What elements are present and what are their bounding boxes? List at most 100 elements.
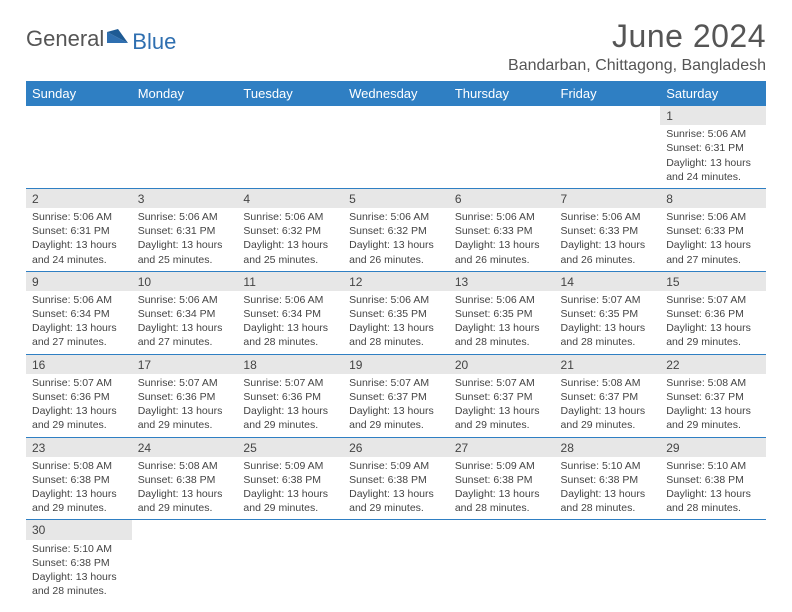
flag-icon [106,26,132,51]
calendar-cell [237,106,343,188]
sunrise-line: Sunrise: 5:07 AM [349,376,443,390]
calendar-cell [26,106,132,188]
daylight-line-1: Daylight: 13 hours [561,404,655,418]
daylight-line-2: and 29 minutes. [32,418,126,432]
daylight-line-1: Daylight: 13 hours [32,238,126,252]
calendar-cell: 1Sunrise: 5:06 AMSunset: 6:31 PMDaylight… [660,106,766,188]
sunset-line: Sunset: 6:38 PM [349,473,443,487]
sunrise-line: Sunrise: 5:06 AM [561,210,655,224]
day-body: Sunrise: 5:07 AMSunset: 6:36 PMDaylight:… [132,374,238,437]
daylight-line-2: and 28 minutes. [243,335,337,349]
day-body: Sunrise: 5:06 AMSunset: 6:31 PMDaylight:… [26,208,132,271]
sunrise-line: Sunrise: 5:10 AM [561,459,655,473]
day-number: 25 [237,438,343,457]
calendar-cell: 8Sunrise: 5:06 AMSunset: 6:33 PMDaylight… [660,188,766,271]
daylight-line-1: Daylight: 13 hours [138,321,232,335]
header: General Blue June 2024 Bandarban, Chitta… [26,18,766,75]
daylight-line-2: and 26 minutes. [561,253,655,267]
day-number: 5 [343,189,449,208]
daylight-line-2: and 28 minutes. [32,584,126,598]
calendar-cell: 21Sunrise: 5:08 AMSunset: 6:37 PMDayligh… [555,354,661,437]
daylight-line-1: Daylight: 13 hours [349,321,443,335]
day-body: Sunrise: 5:07 AMSunset: 6:36 PMDaylight:… [660,291,766,354]
calendar-cell: 19Sunrise: 5:07 AMSunset: 6:37 PMDayligh… [343,354,449,437]
sunset-line: Sunset: 6:38 PM [455,473,549,487]
calendar-cell: 29Sunrise: 5:10 AMSunset: 6:38 PMDayligh… [660,437,766,520]
daylight-line-2: and 28 minutes. [561,335,655,349]
sunrise-line: Sunrise: 5:06 AM [138,293,232,307]
day-body: Sunrise: 5:10 AMSunset: 6:38 PMDaylight:… [660,457,766,520]
daylight-line-1: Daylight: 13 hours [243,487,337,501]
day-number: 26 [343,438,449,457]
calendar-row: 9Sunrise: 5:06 AMSunset: 6:34 PMDaylight… [26,271,766,354]
logo-word1: General [26,28,104,50]
day-body: Sunrise: 5:07 AMSunset: 6:36 PMDaylight:… [26,374,132,437]
day-body: Sunrise: 5:08 AMSunset: 6:38 PMDaylight:… [132,457,238,520]
daylight-line-2: and 29 minutes. [349,501,443,515]
sunset-line: Sunset: 6:33 PM [561,224,655,238]
logo-word2: Blue [132,29,176,54]
calendar-cell: 10Sunrise: 5:06 AMSunset: 6:34 PMDayligh… [132,271,238,354]
day-body: Sunrise: 5:06 AMSunset: 6:33 PMDaylight:… [449,208,555,271]
calendar-row: 23Sunrise: 5:08 AMSunset: 6:38 PMDayligh… [26,437,766,520]
day-number: 4 [237,189,343,208]
calendar-cell: 11Sunrise: 5:06 AMSunset: 6:34 PMDayligh… [237,271,343,354]
day-body: Sunrise: 5:08 AMSunset: 6:37 PMDaylight:… [555,374,661,437]
day-number: 2 [26,189,132,208]
daylight-line-1: Daylight: 13 hours [666,156,760,170]
day-body: Sunrise: 5:09 AMSunset: 6:38 PMDaylight:… [449,457,555,520]
day-number: 17 [132,355,238,374]
day-number: 13 [449,272,555,291]
weekday-header: Monday [132,81,238,106]
sunset-line: Sunset: 6:36 PM [243,390,337,404]
daylight-line-2: and 28 minutes. [455,335,549,349]
day-body: Sunrise: 5:06 AMSunset: 6:32 PMDaylight:… [343,208,449,271]
sunrise-line: Sunrise: 5:09 AM [455,459,549,473]
sunrise-line: Sunrise: 5:06 AM [243,293,337,307]
day-number: 18 [237,355,343,374]
day-number: 20 [449,355,555,374]
sunrise-line: Sunrise: 5:08 AM [666,376,760,390]
day-number: 15 [660,272,766,291]
day-number: 30 [26,520,132,539]
calendar-cell: 7Sunrise: 5:06 AMSunset: 6:33 PMDaylight… [555,188,661,271]
sunset-line: Sunset: 6:33 PM [666,224,760,238]
sunset-line: Sunset: 6:36 PM [138,390,232,404]
calendar-cell [660,520,766,602]
sunrise-line: Sunrise: 5:07 AM [243,376,337,390]
calendar-cell: 23Sunrise: 5:08 AMSunset: 6:38 PMDayligh… [26,437,132,520]
daylight-line-1: Daylight: 13 hours [349,487,443,501]
sunset-line: Sunset: 6:38 PM [666,473,760,487]
day-body: Sunrise: 5:07 AMSunset: 6:37 PMDaylight:… [343,374,449,437]
calendar-cell [343,520,449,602]
sunrise-line: Sunrise: 5:06 AM [666,127,760,141]
daylight-line-2: and 27 minutes. [138,335,232,349]
sunrise-line: Sunrise: 5:06 AM [455,293,549,307]
day-body: Sunrise: 5:06 AMSunset: 6:34 PMDaylight:… [26,291,132,354]
sunrise-line: Sunrise: 5:08 AM [138,459,232,473]
day-body: Sunrise: 5:06 AMSunset: 6:35 PMDaylight:… [449,291,555,354]
sunset-line: Sunset: 6:38 PM [32,473,126,487]
calendar-cell: 6Sunrise: 5:06 AMSunset: 6:33 PMDaylight… [449,188,555,271]
sunset-line: Sunset: 6:38 PM [32,556,126,570]
weekday-header: Tuesday [237,81,343,106]
calendar-cell: 16Sunrise: 5:07 AMSunset: 6:36 PMDayligh… [26,354,132,437]
calendar-cell: 28Sunrise: 5:10 AMSunset: 6:38 PMDayligh… [555,437,661,520]
calendar-cell: 9Sunrise: 5:06 AMSunset: 6:34 PMDaylight… [26,271,132,354]
daylight-line-1: Daylight: 13 hours [666,404,760,418]
daylight-line-2: and 29 minutes. [138,501,232,515]
sunrise-line: Sunrise: 5:06 AM [32,293,126,307]
calendar-cell: 15Sunrise: 5:07 AMSunset: 6:36 PMDayligh… [660,271,766,354]
daylight-line-1: Daylight: 13 hours [138,404,232,418]
daylight-line-2: and 29 minutes. [243,501,337,515]
day-body: Sunrise: 5:07 AMSunset: 6:37 PMDaylight:… [449,374,555,437]
daylight-line-2: and 26 minutes. [455,253,549,267]
day-body: Sunrise: 5:07 AMSunset: 6:36 PMDaylight:… [237,374,343,437]
calendar-cell: 20Sunrise: 5:07 AMSunset: 6:37 PMDayligh… [449,354,555,437]
daylight-line-1: Daylight: 13 hours [349,238,443,252]
calendar-cell: 22Sunrise: 5:08 AMSunset: 6:37 PMDayligh… [660,354,766,437]
daylight-line-2: and 29 minutes. [243,418,337,432]
daylight-line-1: Daylight: 13 hours [561,321,655,335]
daylight-line-2: and 29 minutes. [349,418,443,432]
day-body: Sunrise: 5:09 AMSunset: 6:38 PMDaylight:… [343,457,449,520]
